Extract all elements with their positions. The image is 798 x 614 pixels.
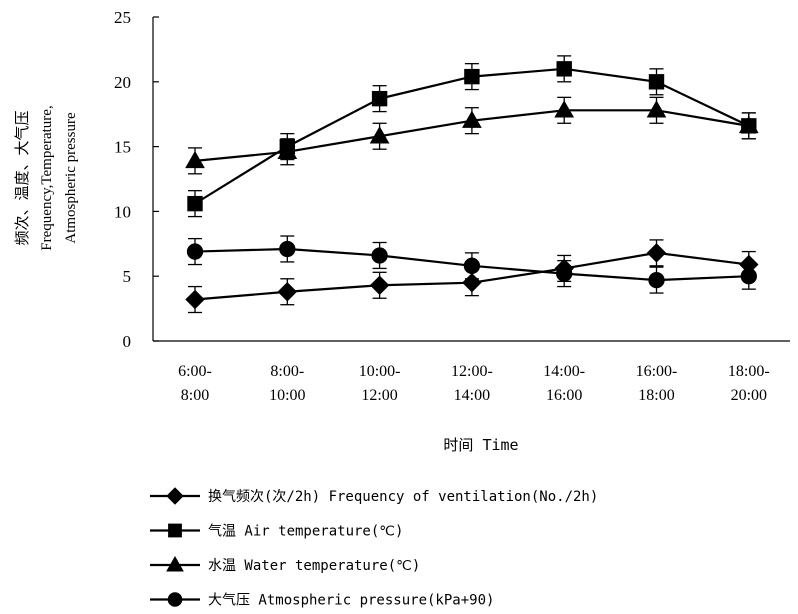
data-point [369,275,390,295]
x-tick-label: 12:00 [361,387,397,404]
data-point [554,100,575,118]
x-tick-label: 8:00- [270,363,304,380]
x-tick-label: 10:00- [359,363,401,380]
legend-item: 换气频次(次/2h) Frequency of ventilation(No./… [150,487,598,505]
y-tick-label: 15 [114,138,131,157]
data-point [462,110,482,128]
y-axis-label-line-1: 频次、温度、大气压 [14,110,31,245]
data-point [556,265,573,282]
legend-label: 水温 Water temperature(℃) [208,558,420,574]
data-point [556,61,572,77]
series-circle [186,235,757,294]
plot-area [185,55,759,314]
data-point [187,195,203,212]
y-tick-label: 5 [123,267,132,286]
data-point [740,268,757,285]
data-point [646,243,667,263]
y-axis-label-line-2: Frequency,Temperature, [39,105,55,250]
legend-label: 大气压 Atmospheric pressure(kPa+90) [208,593,494,609]
x-tick-label: 6:00- [178,363,212,380]
series-diamond [185,239,759,314]
x-tick-label: 10:00 [269,387,305,404]
x-axis-ticks: 6:00- 8:00 8:00- 10:00 10:00- 12:00 12:00- 14:0… [178,363,770,404]
x-tick-label: 14:00 [454,387,490,404]
x-tick-label: 20:00 [731,387,767,404]
data-point [185,289,205,310]
legend-marker [168,523,182,538]
legend-marker [167,592,183,607]
data-point [277,141,298,160]
data-point [646,100,667,118]
x-tick-label: 14:00- [543,363,585,380]
data-point [738,115,759,134]
x-tick-label: 18:00 [638,387,674,404]
y-axis-ticks: 0 5 10 15 20 25 [114,8,159,351]
legend-item: 大气压 Atmospheric pressure(kPa+90) [150,592,494,609]
data-point [185,150,205,169]
data-point [186,243,204,260]
chart-axes [152,17,790,342]
data-point [371,90,388,107]
y-axis-label: 频次、温度、大气压 Frequency,Temperature, Atmosph… [14,105,79,250]
data-point [371,247,388,264]
y-tick-label: 10 [114,202,131,221]
series-triangle [185,96,759,175]
legend-item: 气温 Air temperature(℃) [150,524,403,540]
data-point [463,257,481,274]
y-axis-label-line-3: Atmospheric pressure [63,112,79,244]
x-axis-label: 时间 Time [443,436,518,454]
legend-label: 换气频次(次/2h) Frequency of ventilation(No./… [208,488,598,505]
data-point [277,282,298,302]
legend-marker [166,487,184,505]
x-tick-label: 8:00 [181,387,209,404]
x-tick-label: 16:00- [636,363,678,380]
y-tick-label: 25 [114,8,131,27]
x-tick-label: 12:00- [451,363,493,380]
legend: 换气频次(次/2h) Frequency of ventilation(No./… [150,487,598,609]
data-point [279,240,296,258]
series-square [187,55,757,218]
data-point [648,74,665,90]
data-point [648,271,665,289]
data-point [369,126,390,144]
y-tick-label: 0 [123,332,132,351]
x-tick-label: 16:00 [546,387,582,404]
x-tick-label: 18:00- [728,363,770,380]
legend-item: 水温 Water temperature(℃) [150,555,420,574]
legend-marker [166,555,184,572]
data-point [464,68,480,85]
y-tick-label: 20 [114,73,131,92]
legend-label: 气温 Air temperature(℃) [208,524,403,540]
